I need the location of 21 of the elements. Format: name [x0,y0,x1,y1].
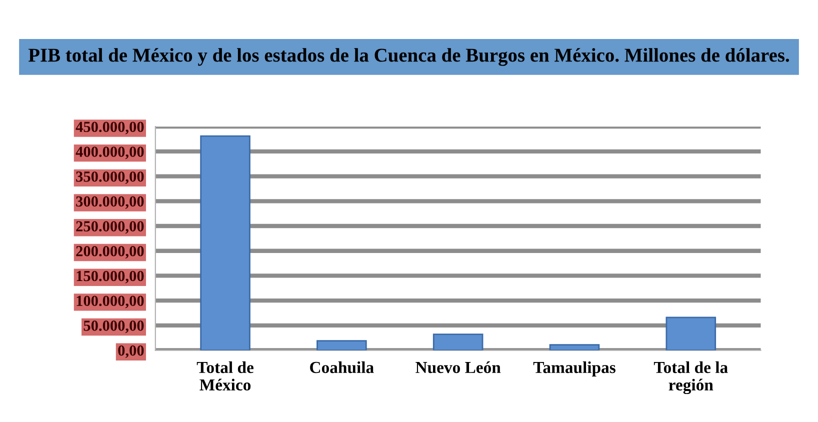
bar [316,340,367,350]
y-tick-label: 250.000,00 [76,221,144,234]
x-tick-label: Total de México [196,361,254,391]
y-tick-label: 300.000,00 [76,196,144,209]
bar [666,316,716,350]
bar [432,334,484,350]
x-tick-label: Tamaulipas [533,361,616,376]
y-tick-label: 450.000,00 [76,122,144,134]
x-tick-label: Coahuila [310,361,374,374]
y-tick-label: 100.000,00 [76,296,144,308]
y-tick-label: 400.000,00 [76,146,144,160]
x-tick-label: Total de la región [654,361,728,394]
chart-title: PIB total de México y de los estados de la Cuenca de Burgos en México. Millones de dólares. [28,48,789,66]
y-tick-label: 200.000,00 [76,246,144,259]
x-tick-label: Nuevo León [416,361,501,374]
y-tick-label: 50.000,00 [84,320,144,334]
y-tick-label: 350.000,00 [76,171,144,184]
bar [549,344,600,350]
bar [200,135,250,350]
y-tick-label: 0,00 [118,345,144,358]
y-tick-label: 150.000,00 [76,270,144,284]
